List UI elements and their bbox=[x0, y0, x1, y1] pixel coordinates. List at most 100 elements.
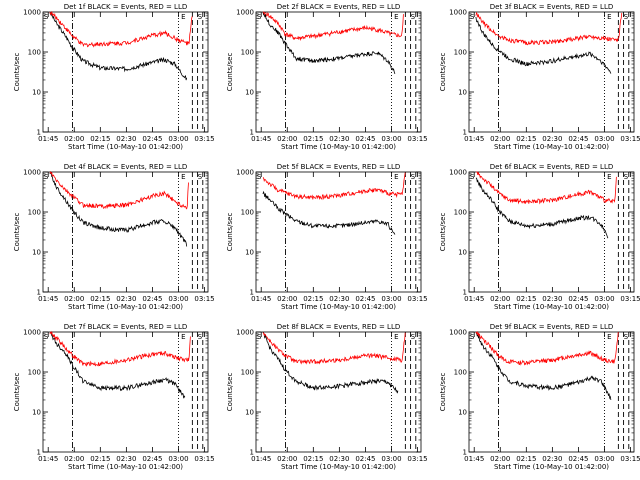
x-tick-label: 02:15 bbox=[516, 295, 536, 303]
y-tick-label: 1 bbox=[463, 289, 467, 297]
plot-frame bbox=[468, 11, 635, 133]
x-tick-label: 02:45 bbox=[355, 295, 375, 303]
marker-label: S bbox=[624, 173, 629, 181]
y-tick-label: 1 bbox=[250, 289, 254, 297]
x-tick-label: 02:45 bbox=[142, 135, 162, 143]
chart-panel: Det 4f BLACK = Events, RED = LLD 1 10 100 10… bbox=[13, 163, 215, 311]
marker-label: S bbox=[198, 13, 203, 21]
y-axis-label: Counts/sec bbox=[439, 373, 447, 412]
lld-series-line bbox=[49, 330, 191, 367]
y-tick-label: 1000 bbox=[23, 9, 41, 17]
marker-label: E bbox=[607, 173, 611, 181]
x-tick-label: 02:00 bbox=[490, 135, 510, 143]
x-axis-label: Start Time (10-May-10 01:42:00) bbox=[68, 463, 183, 471]
x-tick-label: 03:15 bbox=[620, 455, 640, 463]
y-tick-label: 1000 bbox=[236, 9, 254, 17]
y-tick-label: 1 bbox=[250, 449, 254, 457]
plot-frame bbox=[255, 11, 422, 133]
x-tick-label: 03:00 bbox=[168, 135, 188, 143]
y-axis-label: Counts/sec bbox=[13, 53, 21, 92]
events-series-line bbox=[49, 171, 188, 247]
x-tick-label: 01:45 bbox=[38, 135, 58, 143]
chart-panel: Det 6f BLACK = Events, RED = LLD 1 10 100 10… bbox=[439, 163, 640, 311]
x-tick-label: 01:45 bbox=[464, 455, 484, 463]
y-tick-label: 100 bbox=[454, 209, 467, 217]
x-tick-label: 02:45 bbox=[142, 455, 162, 463]
events-series-line bbox=[475, 177, 609, 239]
marker-label: E bbox=[181, 173, 185, 181]
marker-label: S bbox=[44, 13, 49, 21]
marker-label: S bbox=[624, 333, 629, 341]
x-tick-label: 03:15 bbox=[407, 455, 427, 463]
marker-label: E bbox=[607, 333, 611, 341]
chart-panel: Det 7f BLACK = Events, RED = LLD 1 10 100 10… bbox=[13, 323, 215, 471]
marker-label: S bbox=[257, 173, 262, 181]
x-tick-label: 03:15 bbox=[620, 295, 640, 303]
x-tick-label: 02:00 bbox=[277, 455, 297, 463]
x-tick-label: 03:00 bbox=[168, 455, 188, 463]
x-tick-label: 03:00 bbox=[381, 455, 401, 463]
y-tick-label: 10 bbox=[245, 409, 254, 417]
x-tick-label: 01:45 bbox=[38, 455, 58, 463]
events-series-line bbox=[475, 332, 612, 400]
marker-label: S bbox=[411, 333, 416, 341]
x-tick-label: 03:00 bbox=[381, 295, 401, 303]
y-tick-label: 1 bbox=[463, 449, 467, 457]
x-tick-label: 02:45 bbox=[568, 135, 588, 143]
y-tick-label: 10 bbox=[245, 89, 254, 97]
plot-frame bbox=[42, 171, 209, 293]
y-tick-label: 100 bbox=[28, 369, 41, 377]
chart-panel: Det 1f BLACK = Events, RED = LLD 1 10 100 10… bbox=[13, 3, 215, 151]
x-tick-label: 01:45 bbox=[464, 295, 484, 303]
y-tick-label: 1000 bbox=[236, 329, 254, 337]
lld-series-line bbox=[262, 11, 404, 42]
y-tick-label: 1000 bbox=[449, 169, 467, 177]
x-tick-label: 02:15 bbox=[90, 135, 110, 143]
marker-label: S bbox=[470, 333, 475, 341]
marker-label: S bbox=[411, 13, 416, 21]
x-tick-label: 01:45 bbox=[251, 455, 271, 463]
x-axis-label: Start Time (10-May-10 01:42:00) bbox=[68, 143, 183, 151]
chart-title: Det 3f BLACK = Events, RED = LLD bbox=[490, 3, 613, 11]
plot-frame bbox=[468, 331, 635, 453]
chart-panel: Det 5f BLACK = Events, RED = LLD 1 10 100 10… bbox=[226, 163, 428, 311]
y-tick-label: 1 bbox=[37, 289, 41, 297]
events-series-line bbox=[49, 12, 188, 81]
chart-title: Det 7f BLACK = Events, RED = LLD bbox=[64, 323, 187, 331]
x-tick-label: 03:00 bbox=[168, 295, 188, 303]
y-axis-label: Counts/sec bbox=[439, 213, 447, 252]
x-tick-label: 02:30 bbox=[329, 295, 349, 303]
y-axis-label: Counts/sec bbox=[13, 373, 21, 412]
x-tick-label: 02:30 bbox=[542, 455, 562, 463]
y-tick-label: 1 bbox=[37, 449, 41, 457]
marker-label: S bbox=[411, 173, 416, 181]
y-tick-label: 10 bbox=[32, 409, 41, 417]
y-tick-label: 100 bbox=[28, 209, 41, 217]
marker-label: S bbox=[257, 333, 262, 341]
y-axis-label: Counts/sec bbox=[226, 53, 234, 92]
lld-series-line bbox=[262, 172, 406, 201]
x-tick-label: 02:15 bbox=[303, 295, 323, 303]
y-tick-label: 1000 bbox=[449, 9, 467, 17]
x-tick-label: 02:30 bbox=[116, 135, 136, 143]
x-tick-label: 03:15 bbox=[407, 295, 427, 303]
x-tick-label: 02:15 bbox=[90, 455, 110, 463]
events-series-line bbox=[49, 331, 186, 399]
x-tick-label: 02:30 bbox=[329, 455, 349, 463]
x-tick-label: 02:30 bbox=[116, 295, 136, 303]
marker-label: E bbox=[607, 13, 611, 21]
x-axis-label: Start Time (10-May-10 01:42:00) bbox=[281, 303, 396, 311]
plot-frame bbox=[42, 331, 209, 453]
chart-title: Det 5f BLACK = Events, RED = LLD bbox=[277, 163, 400, 171]
marker-label: S bbox=[257, 13, 262, 21]
x-tick-label: 02:00 bbox=[64, 455, 84, 463]
chart-panel: Det 9f BLACK = Events, RED = LLD 1 10 100 10… bbox=[439, 323, 640, 471]
x-tick-label: 03:15 bbox=[194, 455, 214, 463]
chart-title: Det 1f BLACK = Events, RED = LLD bbox=[64, 3, 187, 11]
x-tick-label: 02:00 bbox=[277, 295, 297, 303]
x-tick-label: 02:15 bbox=[516, 135, 536, 143]
x-tick-label: 03:00 bbox=[594, 135, 614, 143]
plot-frame bbox=[42, 11, 209, 133]
lld-series-line bbox=[49, 10, 193, 48]
